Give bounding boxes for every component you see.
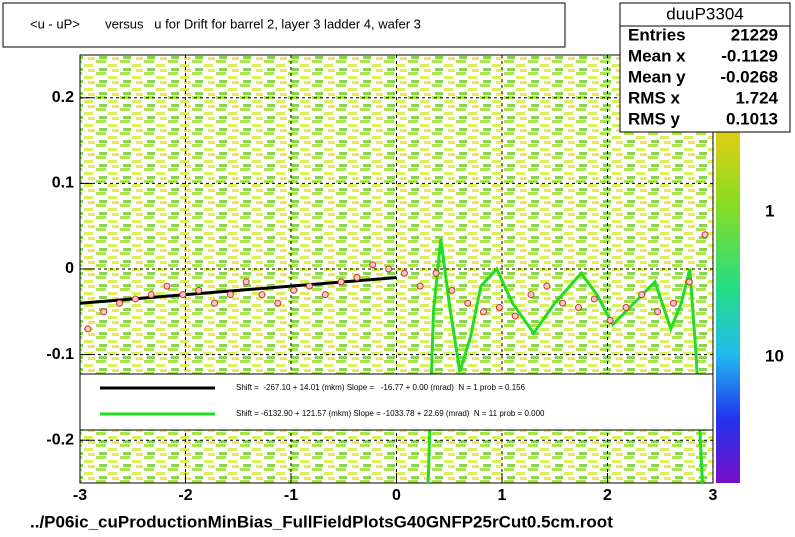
stats-key: RMS y (628, 109, 681, 128)
stats-box (619, 2, 791, 133)
profile-point (590, 295, 598, 303)
profile-point (559, 299, 567, 307)
x-tick-label: 0 (392, 487, 401, 504)
profile-point (385, 265, 393, 273)
x-tick-label: 3 (709, 487, 718, 504)
profile-point (353, 274, 361, 282)
profile-point (84, 325, 92, 333)
profile-point (685, 278, 693, 286)
profile-point (654, 308, 662, 316)
profile-point (606, 316, 614, 324)
profile-point (464, 299, 472, 307)
stats-key: RMS x (628, 88, 681, 107)
stats-value: 0.1013 (726, 109, 778, 128)
stats-name: duuP3304 (666, 4, 744, 23)
profile-point (400, 269, 408, 277)
stats-value: 21229 (731, 25, 778, 44)
profile-point (480, 308, 488, 316)
profile-point (195, 286, 203, 294)
y-tick-label: 0.1 (52, 175, 74, 192)
profile-point (432, 269, 440, 277)
fit-line (426, 238, 704, 484)
profile-point (242, 278, 250, 286)
profile-point (100, 308, 108, 316)
profile-point (305, 282, 313, 290)
stats-value: -0.0268 (720, 67, 778, 86)
y-tick-label: 0.2 (52, 89, 74, 106)
stats-value: 1.724 (735, 88, 778, 107)
profile-point (369, 261, 377, 269)
profile-point (416, 282, 424, 290)
palette-label: 10 (765, 346, 784, 365)
profile-point (131, 295, 139, 303)
profile-point (179, 291, 187, 299)
x-tick-label: 2 (603, 487, 612, 504)
legend-label: Shift = -267.10 + 14.01 (mkm) Slope = -1… (236, 383, 526, 392)
profile-point (163, 282, 171, 290)
profile-point (116, 299, 124, 307)
profile-point (669, 299, 677, 307)
profile-point (321, 291, 329, 299)
stats-value: -0.1129 (721, 46, 778, 65)
profile-point (290, 286, 298, 294)
x-tick-label: 1 (498, 487, 507, 504)
profile-point (638, 291, 646, 299)
profile-point (622, 304, 630, 312)
footer: ../P06ic_cuProductionMinBias_FullFieldPl… (30, 512, 613, 531)
profile-point (258, 291, 266, 299)
profile-point (337, 278, 345, 286)
profile-point (574, 304, 582, 312)
stats-key: Entries (628, 25, 686, 44)
y-tick-label: 0 (65, 260, 74, 277)
title-box (2, 2, 566, 48)
legend-box (79, 373, 714, 431)
profile-point (226, 291, 234, 299)
legend-label: Shift = -6132.90 + 121.57 (mkm) Slope = … (236, 409, 545, 418)
y-tick-label: -0.2 (46, 431, 74, 448)
stats-key: Mean x (628, 46, 686, 65)
profile-point (495, 304, 503, 312)
profile-point (527, 291, 535, 299)
x-tick-label: -3 (73, 487, 87, 504)
profile-point (701, 231, 709, 239)
stats-key: Mean y (628, 67, 686, 86)
profile-point (211, 299, 219, 307)
profile-point (147, 291, 155, 299)
chart-title: <u - uP> versus u for Drift for barrel 2… (30, 16, 421, 31)
profile-point (448, 286, 456, 294)
profile-point (274, 299, 282, 307)
x-tick-label: -1 (284, 487, 298, 504)
y-tick-label: -0.1 (46, 346, 74, 363)
x-tick-label: -2 (178, 487, 192, 504)
profile-point (511, 312, 519, 320)
palette-label: 1 (765, 201, 774, 220)
profile-point (543, 282, 551, 290)
